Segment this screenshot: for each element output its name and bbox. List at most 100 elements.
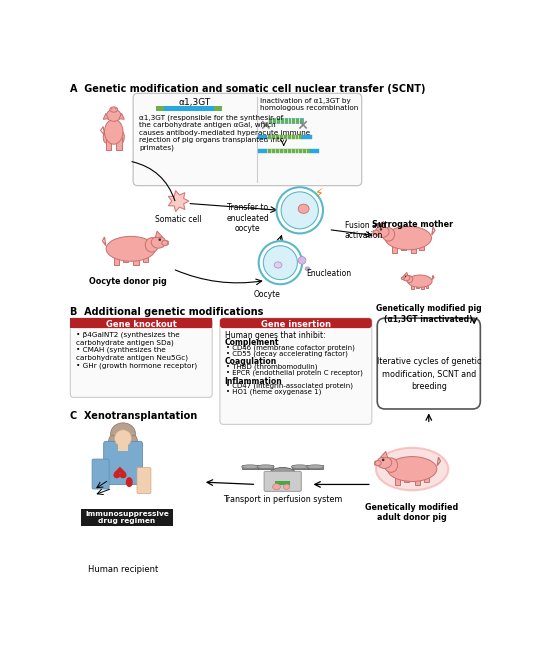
Ellipse shape: [145, 238, 159, 252]
Text: Coagulation: Coagulation: [224, 358, 277, 367]
FancyBboxPatch shape: [104, 441, 143, 484]
Polygon shape: [168, 191, 189, 212]
FancyBboxPatch shape: [133, 93, 362, 186]
Bar: [308, 465, 323, 469]
Text: • EPCR (endothelial protein C receptor): • EPCR (endothelial protein C receptor): [226, 370, 363, 376]
Bar: [421, 282, 424, 289]
Bar: [412, 282, 414, 289]
Ellipse shape: [291, 465, 308, 469]
Circle shape: [277, 187, 323, 234]
Bar: [258, 465, 273, 469]
FancyBboxPatch shape: [92, 459, 109, 489]
Ellipse shape: [305, 267, 310, 271]
Polygon shape: [379, 221, 385, 228]
Ellipse shape: [273, 484, 280, 490]
FancyBboxPatch shape: [137, 467, 151, 494]
Ellipse shape: [307, 465, 324, 469]
Text: • THBD (thrombomodulin): • THBD (thrombomodulin): [226, 363, 317, 370]
Ellipse shape: [274, 262, 282, 268]
Text: • CMAH (synthesizes the
carbohydrate antigen Neu5Gc): • CMAH (synthesizes the carbohydrate ant…: [76, 347, 188, 361]
Bar: [275, 482, 291, 485]
Bar: [302, 135, 312, 140]
Ellipse shape: [385, 227, 431, 250]
Bar: [143, 251, 148, 262]
Ellipse shape: [103, 131, 109, 143]
FancyBboxPatch shape: [70, 318, 212, 328]
Ellipse shape: [373, 230, 379, 235]
Ellipse shape: [108, 435, 116, 452]
Text: α1,3GT: α1,3GT: [179, 98, 211, 107]
Text: Inflammation: Inflammation: [224, 376, 282, 386]
Ellipse shape: [401, 277, 405, 280]
Circle shape: [167, 241, 169, 243]
Ellipse shape: [130, 435, 138, 452]
Circle shape: [159, 238, 161, 241]
Text: • CD46 (membrane cofactor protein): • CD46 (membrane cofactor protein): [226, 345, 355, 351]
FancyBboxPatch shape: [377, 318, 480, 409]
Bar: [116, 138, 122, 150]
Ellipse shape: [126, 477, 133, 487]
Text: Genetically modified
adult donor pig: Genetically modified adult donor pig: [365, 503, 459, 522]
Text: • HO1 (heme oxygenase 1): • HO1 (heme oxygenase 1): [226, 389, 322, 395]
Polygon shape: [404, 273, 408, 276]
Bar: [258, 135, 267, 140]
Text: Enucleation: Enucleation: [306, 269, 351, 278]
Text: Gene knockout: Gene knockout: [106, 320, 176, 328]
Bar: [268, 118, 303, 123]
Bar: [243, 465, 258, 469]
Ellipse shape: [162, 240, 168, 245]
Ellipse shape: [111, 108, 112, 110]
Circle shape: [405, 276, 406, 277]
Ellipse shape: [119, 131, 124, 143]
Text: α1,3GT (responsible for the synthesis of
the carbohydrate antigen αGal, which
ca: α1,3GT (responsible for the synthesis of…: [139, 114, 310, 151]
Bar: [157, 106, 164, 111]
Bar: [164, 106, 215, 111]
Bar: [404, 472, 409, 482]
Polygon shape: [103, 114, 109, 119]
Ellipse shape: [111, 423, 136, 445]
Ellipse shape: [110, 107, 118, 112]
FancyBboxPatch shape: [264, 471, 301, 491]
FancyBboxPatch shape: [220, 318, 372, 328]
Ellipse shape: [376, 227, 389, 238]
Ellipse shape: [106, 236, 155, 262]
FancyBboxPatch shape: [220, 318, 372, 424]
Bar: [267, 135, 302, 140]
Text: Inactivation of α1,3GT by
homologous recombination: Inactivation of α1,3GT by homologous rec…: [260, 98, 359, 111]
Ellipse shape: [298, 204, 309, 214]
Bar: [133, 251, 139, 265]
Circle shape: [380, 228, 382, 230]
Ellipse shape: [114, 472, 121, 478]
Polygon shape: [380, 451, 388, 458]
Text: Immunosuppressive
drug regimen: Immunosuppressive drug regimen: [85, 511, 169, 524]
Bar: [267, 149, 310, 153]
Bar: [123, 251, 128, 262]
Ellipse shape: [284, 484, 289, 489]
Circle shape: [382, 459, 385, 461]
Bar: [258, 149, 267, 153]
Bar: [395, 472, 400, 485]
Ellipse shape: [107, 110, 121, 121]
Bar: [392, 241, 397, 254]
Circle shape: [298, 256, 306, 264]
Text: ⚡: ⚡: [315, 187, 323, 200]
Text: Human genes that inhibit:: Human genes that inhibit:: [224, 331, 325, 340]
Bar: [415, 472, 420, 485]
Circle shape: [374, 461, 376, 463]
Circle shape: [401, 278, 402, 279]
Bar: [401, 241, 406, 251]
Text: Iterative cycles of genetic
modification, SCNT and
breeding: Iterative cycles of genetic modification…: [377, 358, 481, 391]
Ellipse shape: [408, 275, 432, 288]
Text: C  Xenotransplantation: C Xenotransplantation: [70, 411, 197, 421]
Ellipse shape: [242, 465, 259, 469]
Ellipse shape: [374, 461, 381, 466]
Bar: [416, 282, 419, 288]
Circle shape: [167, 243, 169, 245]
Ellipse shape: [406, 276, 413, 283]
Ellipse shape: [119, 472, 126, 478]
Bar: [215, 106, 222, 111]
Ellipse shape: [115, 430, 132, 447]
Circle shape: [263, 246, 298, 280]
Bar: [70, 318, 212, 328]
Ellipse shape: [104, 119, 123, 144]
